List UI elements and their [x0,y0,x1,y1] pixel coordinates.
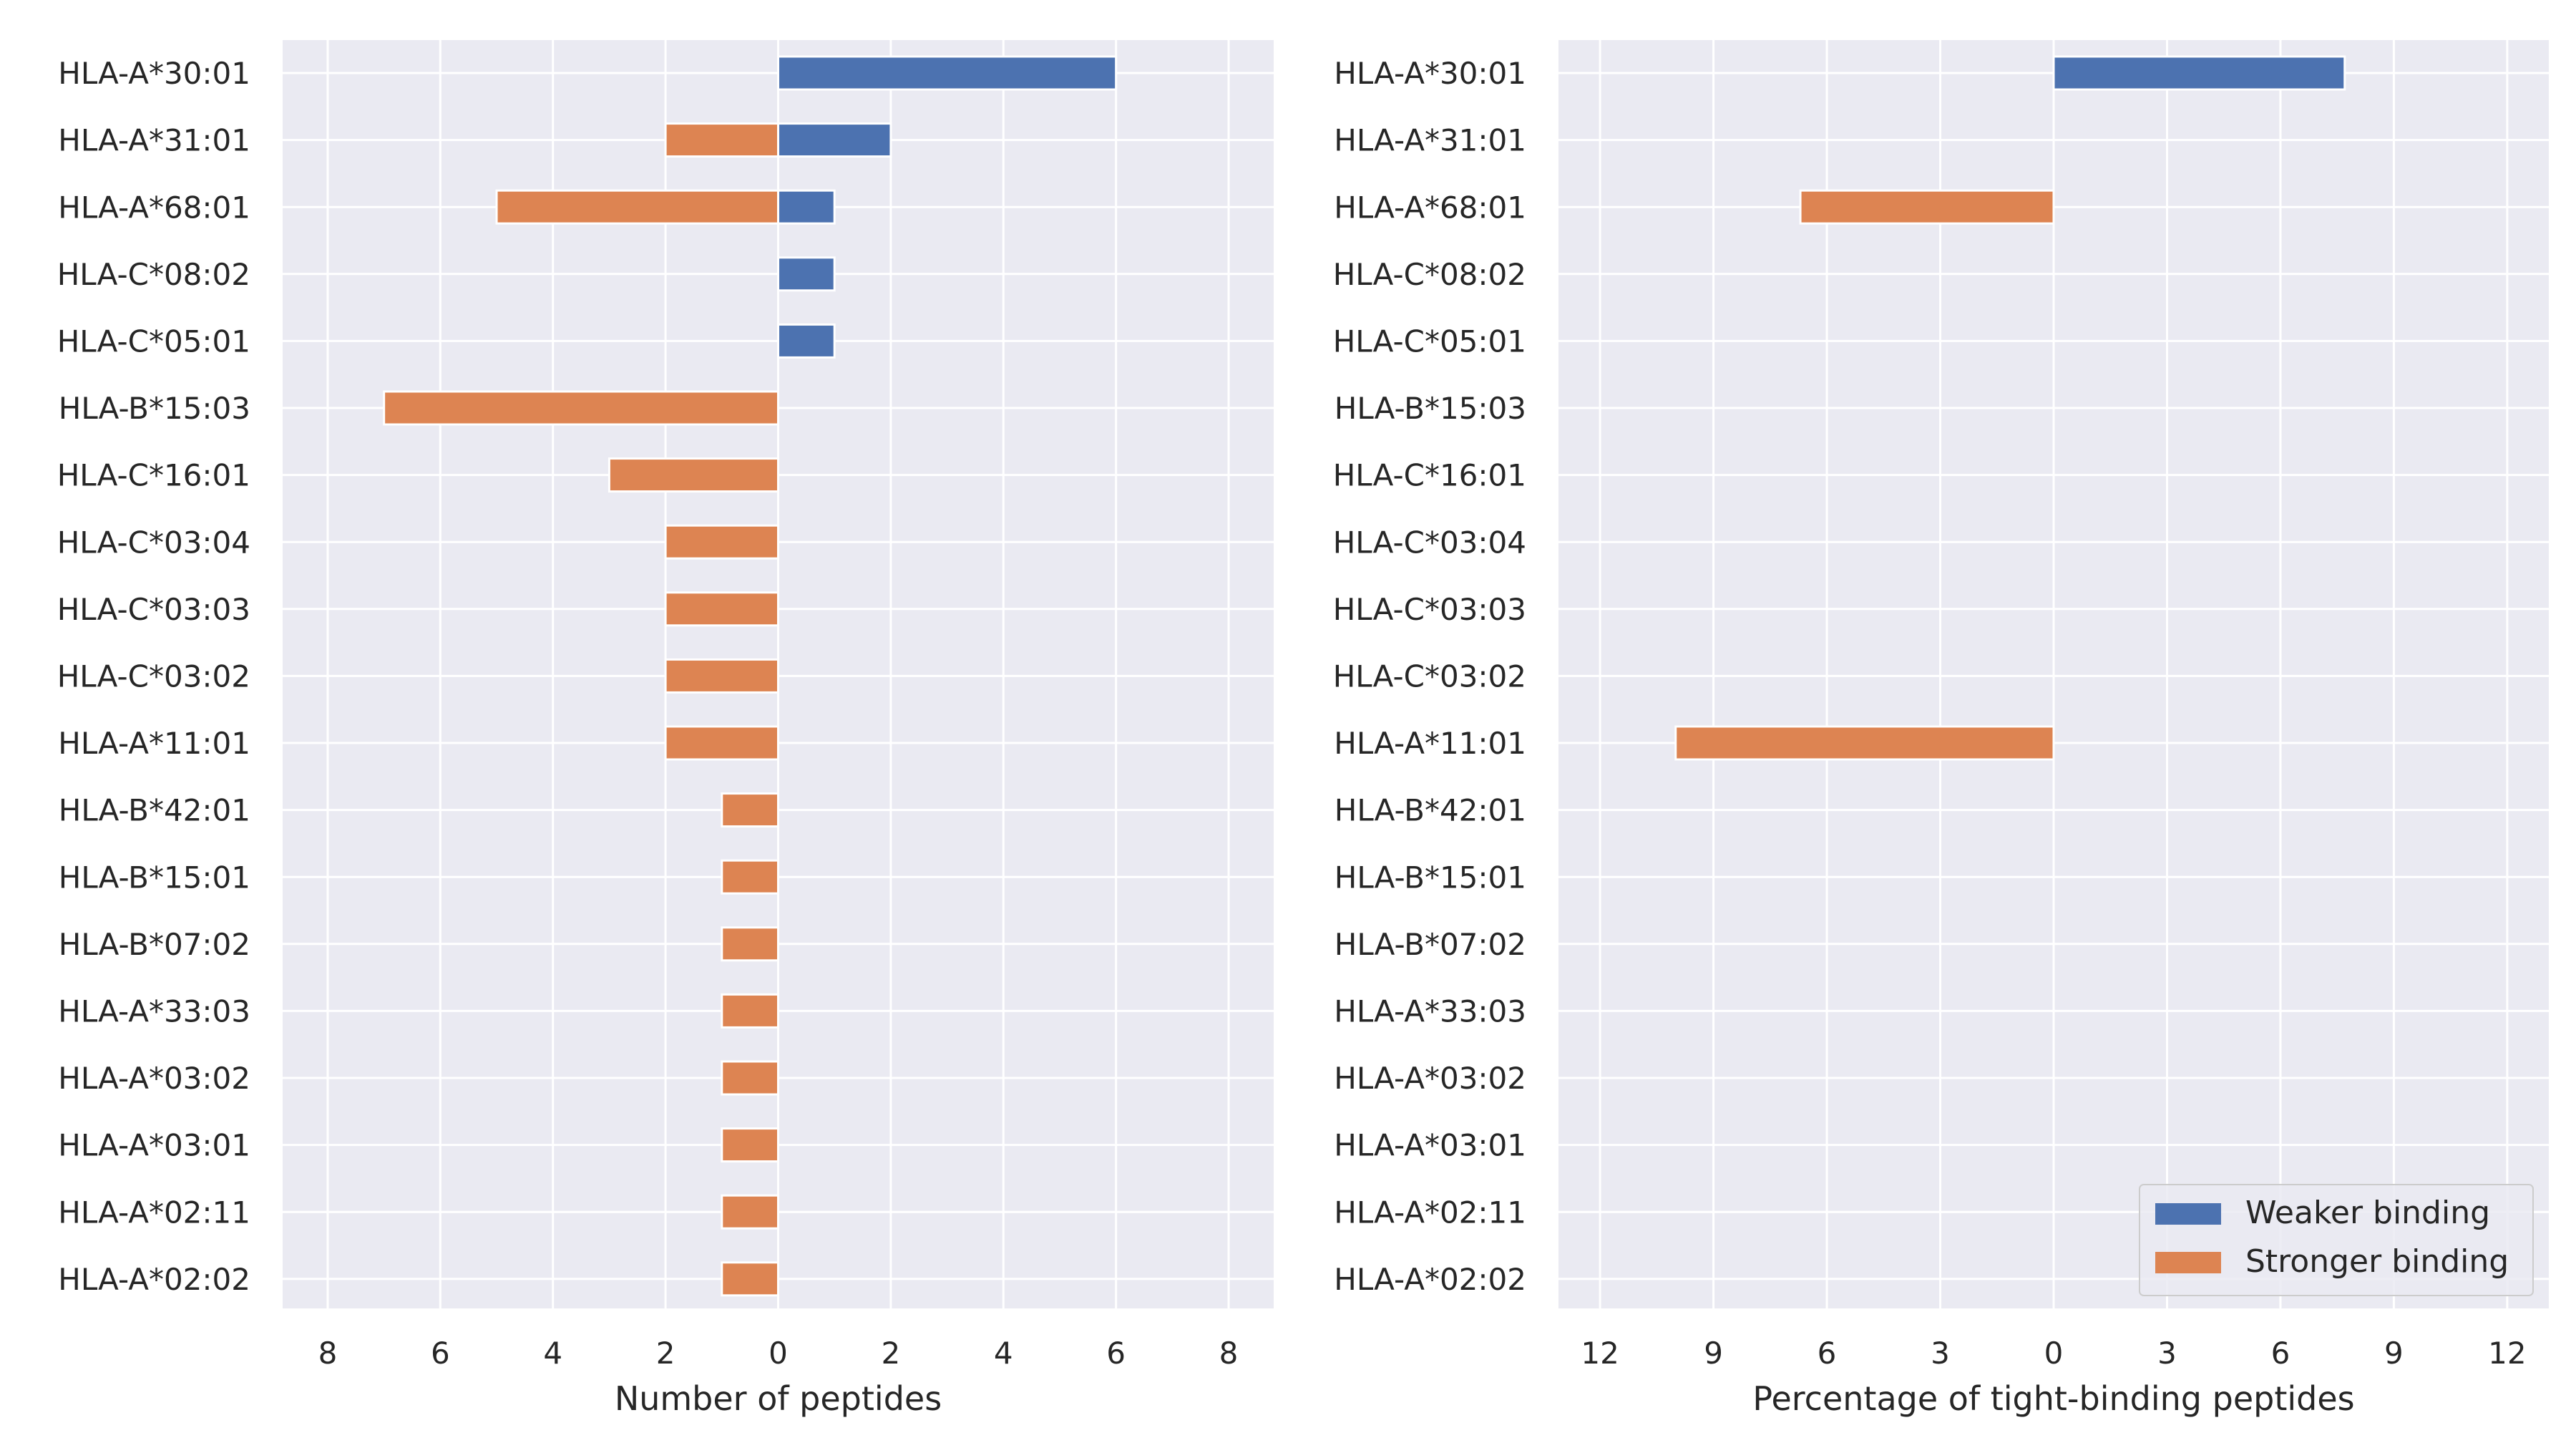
bar-weaker-binding [777,256,836,292]
x-tick-label: 3 [1931,1336,1950,1371]
legend-box [2139,1184,2534,1296]
x-tick-label: 8 [318,1336,338,1371]
category-label: HLA-C*03:04 [1333,525,1526,560]
legend-label-weaker: Weaker binding [2245,1195,2490,1231]
bar-stronger-binding [721,1261,780,1297]
bar-stronger-binding [1674,725,2055,761]
bar-stronger-binding [721,1194,780,1230]
x-tick-label: 12 [2488,1336,2526,1371]
category-label: HLA-A*03:01 [1334,1128,1526,1163]
x-tick-label: 0 [769,1336,788,1371]
x-tick-label: 6 [431,1336,450,1371]
category-label: HLA-B*15:03 [1335,391,1526,426]
category-label: HLA-C*03:02 [57,659,250,694]
legend-label-stronger: Stronger binding [2245,1243,2509,1280]
category-label: HLA-A*11:01 [58,726,250,761]
x-tick-label: 4 [543,1336,562,1371]
bar-stronger-binding [1799,189,2055,225]
bar-stronger-binding [721,1127,780,1163]
x-tick-label: 8 [1219,1336,1239,1371]
category-label: HLA-A*02:02 [58,1262,250,1297]
category-label: HLA-B*15:03 [59,391,250,426]
bar-weaker-binding [777,122,892,158]
bar-stronger-binding [721,993,780,1029]
category-label: HLA-C*05:01 [57,324,250,359]
x-tick-label: 0 [2044,1336,2064,1371]
bar-stronger-binding [608,457,780,493]
bar-stronger-binding [383,390,779,426]
category-label: HLA-C*08:02 [1333,257,1526,292]
category-label: HLA-C*05:01 [1333,324,1526,359]
chart-panel-1: HLA-A*30:01 HLA-A*31:01 HLA-A*68:01 HLA-C*0… [57,40,1274,1418]
x-tick-label: 9 [2384,1336,2404,1371]
category-label: HLA-A*31:01 [1334,123,1526,158]
x-tick-label: 2 [882,1336,901,1371]
bar-stronger-binding [664,122,780,158]
category-label: HLA-A*03:02 [1334,1061,1526,1096]
category-label: HLA-C*03:04 [57,525,250,560]
category-label: HLA-B*15:01 [1335,860,1526,895]
bar-stronger-binding [721,792,780,828]
category-label: HLA-A*02:02 [1334,1262,1526,1297]
legend-swatch-weaker [2155,1203,2221,1225]
legend: Weaker binding Stronger binding [2139,1184,2534,1296]
category-label: HLA-A*30:01 [1334,56,1526,91]
x-tick-label: 2 [656,1336,675,1371]
category-label: HLA-C*03:03 [1333,592,1526,627]
category-label: HLA-C*08:02 [57,257,250,292]
category-label: HLA-A*68:01 [58,190,250,225]
bar-stronger-binding [721,859,780,895]
category-label: HLA-A*02:11 [58,1195,250,1230]
x-axis-label: Percentage of tight-binding peptides [1752,1379,2354,1418]
category-label: HLA-B*07:02 [59,927,250,962]
bar-stronger-binding [664,725,780,761]
category-label: HLA-A*33:03 [58,994,250,1029]
category-label: HLA-B*42:01 [1335,793,1526,828]
category-label: HLA-A*33:03 [1334,994,1526,1029]
category-label: HLA-C*16:01 [1333,458,1526,493]
category-label: HLA-C*16:01 [57,458,250,493]
category-label: HLA-B*15:01 [59,860,250,895]
category-label: HLA-B*42:01 [59,793,250,828]
x-tick-label: 6 [1106,1336,1126,1371]
category-label: HLA-A*11:01 [1334,726,1526,761]
x-tick-label: 3 [2157,1336,2177,1371]
x-tick-label: 6 [2271,1336,2290,1371]
bar-stronger-binding [664,591,780,627]
bar-weaker-binding [777,323,836,359]
x-axis-label: Number of peptides [615,1379,942,1418]
bar-stronger-binding [721,1060,780,1096]
category-label: HLA-A*30:01 [58,56,250,91]
x-tick-label: 9 [1704,1336,1723,1371]
bar-stronger-binding [721,926,780,962]
chart-panel-2: HLA-A*30:01 HLA-A*31:01 HLA-A*68:01 HLA-C*0… [1333,40,2549,1418]
bar-stronger-binding [664,658,780,694]
category-label: HLA-C*03:02 [1333,659,1526,694]
category-label: HLA-C*03:03 [57,592,250,627]
bar-stronger-binding [495,189,780,225]
x-tick-label: 6 [1818,1336,1837,1371]
category-label: HLA-A*68:01 [1334,190,1526,225]
category-label: HLA-A*02:11 [1334,1195,1526,1230]
category-label: HLA-A*03:01 [58,1128,250,1163]
bar-stronger-binding [664,524,780,560]
x-tick-label: 4 [994,1336,1013,1371]
x-tick-label: 12 [1581,1336,1619,1371]
bar-weaker-binding [777,189,836,225]
category-label: HLA-B*07:02 [1335,927,1526,962]
bar-weaker-binding [777,55,1118,91]
bar-weaker-binding [2052,55,2346,91]
legend-swatch-stronger [2155,1252,2221,1273]
category-label: HLA-A*03:02 [58,1061,250,1096]
category-label: HLA-A*31:01 [58,123,250,158]
